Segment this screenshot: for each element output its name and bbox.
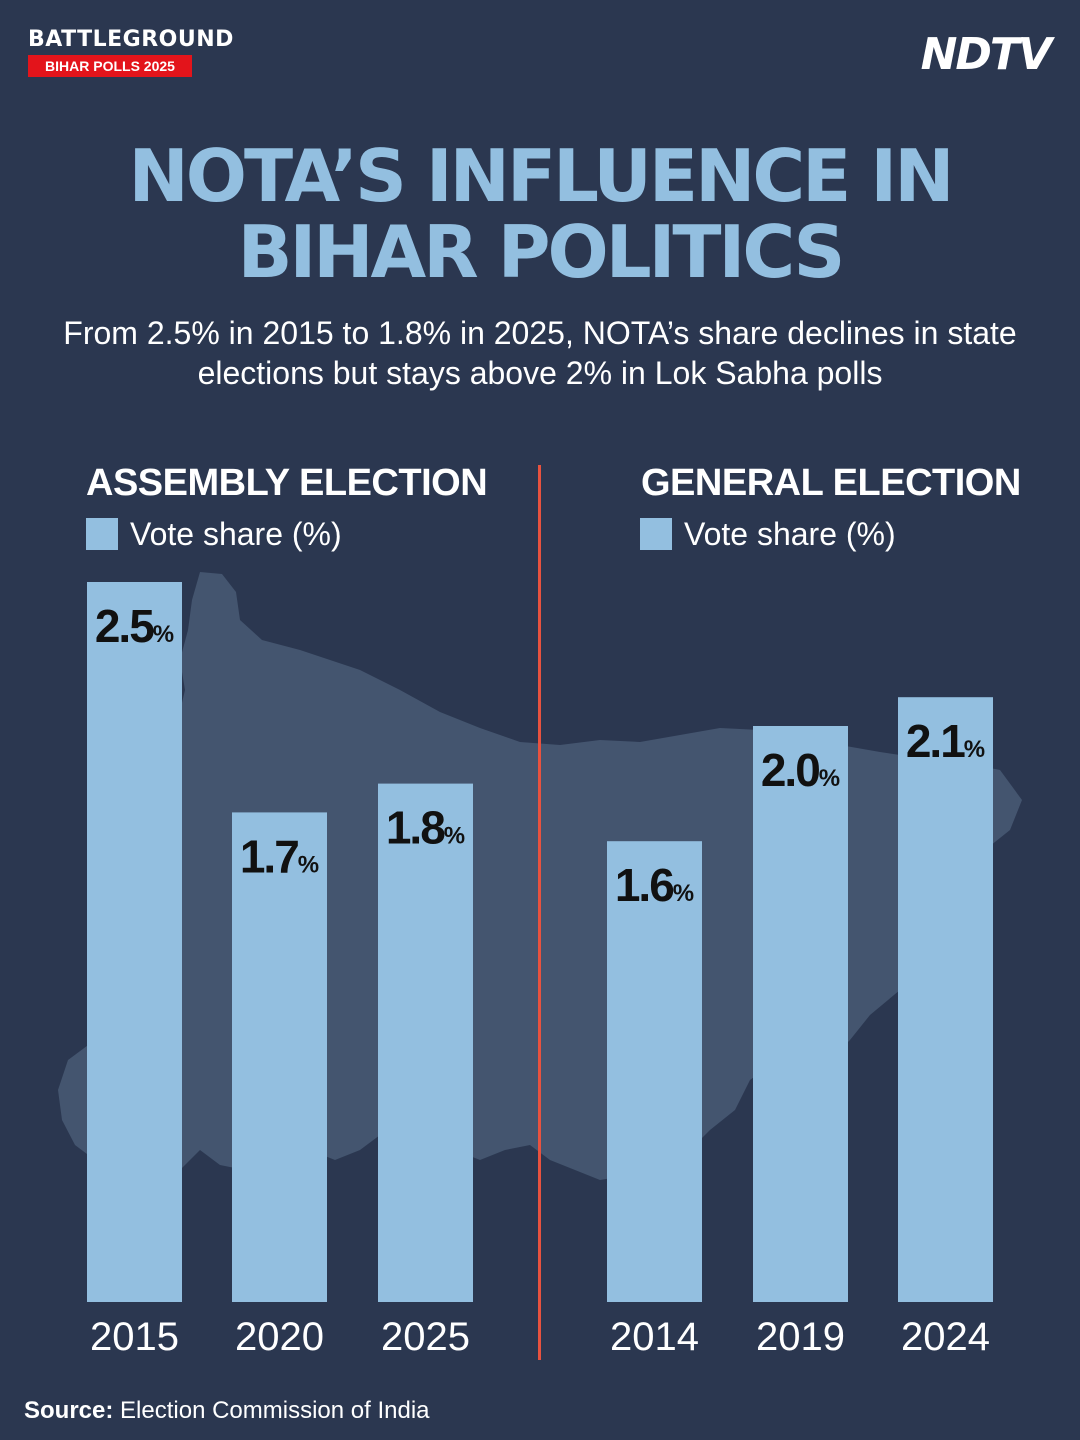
- page-subtitle: From 2.5% in 2015 to 1.8% in 2025, NOTA’…: [63, 315, 1017, 391]
- bar-2015: [87, 582, 182, 1302]
- bar-2024: [898, 697, 993, 1302]
- brand-block: BATTLEGROUND BIHAR POLLS 2025: [28, 28, 234, 77]
- assembly-legend: Vote share (%): [86, 514, 342, 554]
- legend-label: Vote share (%): [684, 516, 896, 552]
- category-label-2019: 2019: [756, 1315, 845, 1359]
- category-label-2015: 2015: [90, 1315, 179, 1359]
- legend-label: Vote share (%): [130, 516, 342, 552]
- ndtv-logo: NDTV: [920, 29, 1052, 80]
- value-label-2024: 2.1%: [906, 715, 985, 767]
- category-label-2024: 2024: [901, 1315, 990, 1359]
- source-label: Source:: [24, 1397, 114, 1424]
- title-line-1: NOTA’S INFLUENCE IN: [128, 134, 955, 218]
- general-election-heading: GENERAL ELECTION: [641, 462, 1021, 504]
- assembly-election-heading: ASSEMBLY ELECTION: [86, 462, 488, 504]
- title-line-2: BIHAR POLITICS: [237, 210, 846, 294]
- bar-2014: [607, 841, 702, 1302]
- bar-2025: [378, 783, 473, 1302]
- legend-swatch: [86, 518, 118, 550]
- source-text: Election Commission of India: [120, 1397, 430, 1424]
- value-label-2019: 2.0%: [761, 744, 840, 796]
- value-label-2025: 1.8%: [386, 802, 465, 854]
- value-label-2020: 1.7%: [240, 830, 319, 882]
- bihar-polls-badge: BIHAR POLLS 2025: [28, 55, 192, 77]
- legend-swatch: [640, 518, 672, 550]
- general-legend: Vote share (%): [640, 514, 896, 554]
- category-label-2025: 2025: [381, 1315, 470, 1359]
- bar-2020: [232, 812, 327, 1302]
- battleground-wordmark: BATTLEGROUND: [28, 27, 234, 52]
- category-label-2020: 2020: [235, 1315, 324, 1359]
- category-label-2014: 2014: [610, 1315, 699, 1359]
- page-title: NOTA’S INFLUENCE IN BIHAR POLITICS: [0, 138, 1080, 290]
- source-note: Source: Election Commission of India: [24, 1396, 430, 1426]
- bar-2019: [753, 726, 848, 1302]
- value-label-2014: 1.6%: [615, 859, 694, 911]
- panel-divider: [538, 465, 541, 1360]
- value-label-2015: 2.5%: [95, 600, 174, 652]
